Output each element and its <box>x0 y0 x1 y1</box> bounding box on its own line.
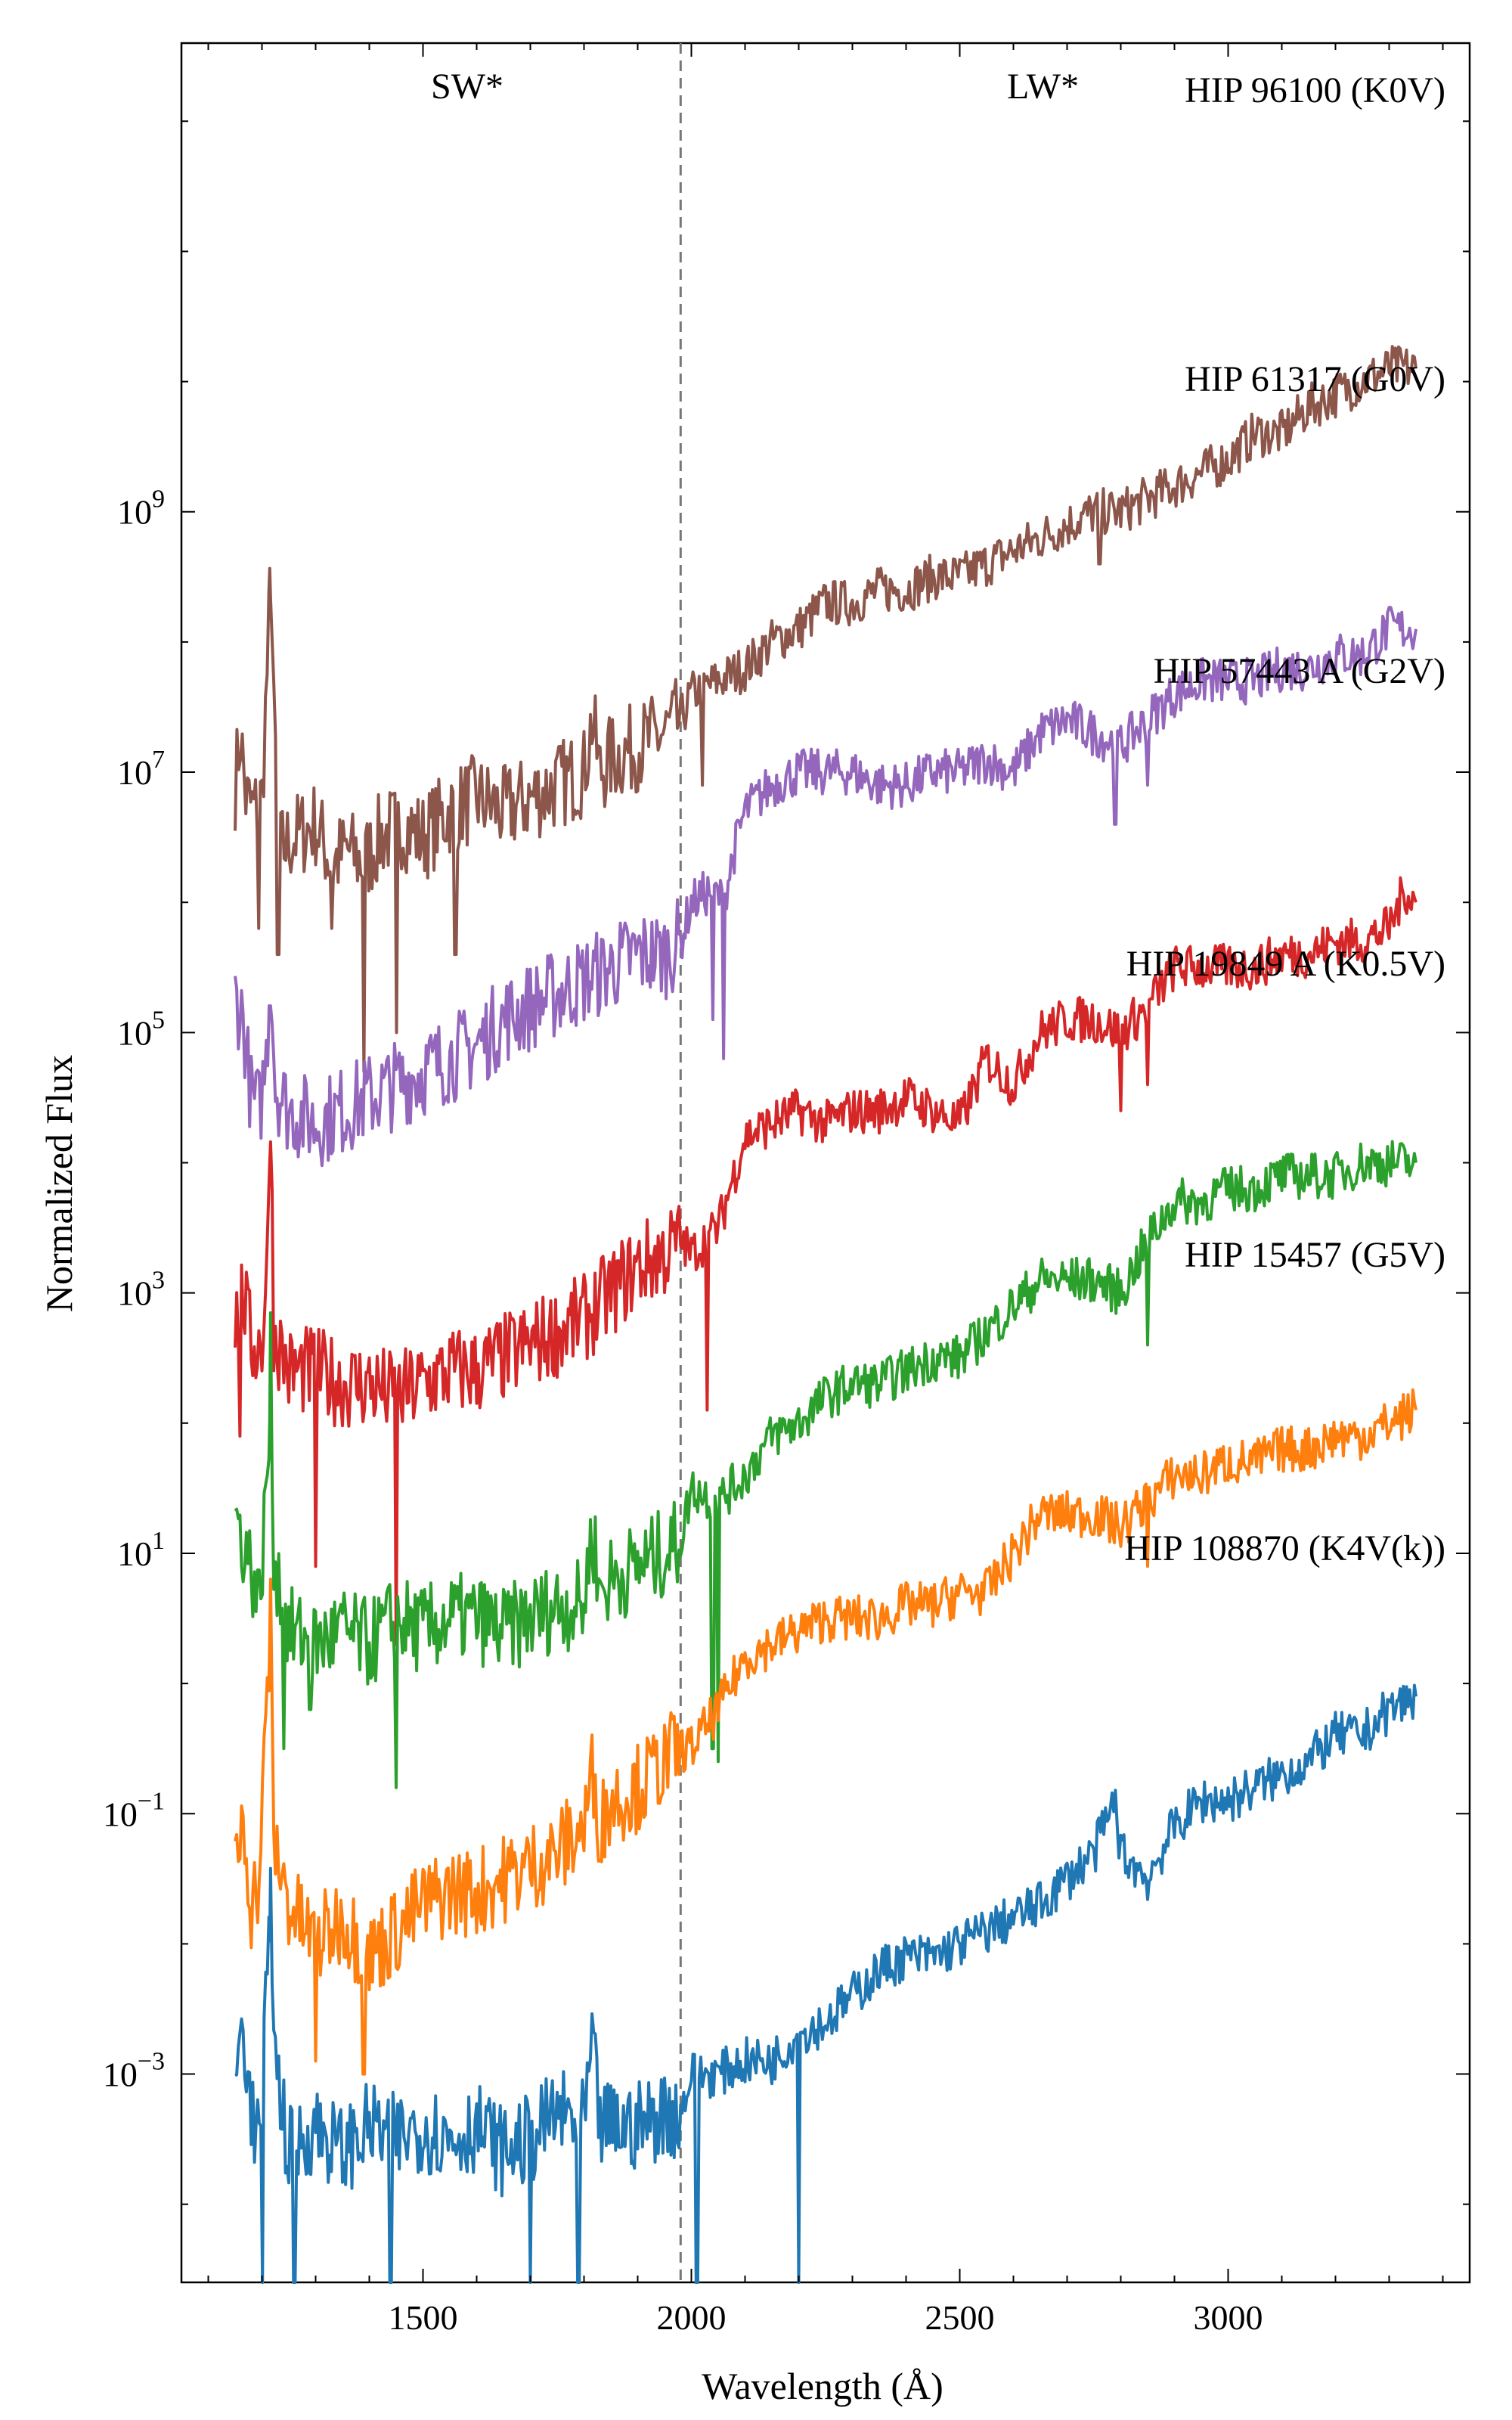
plot-area: HIP 96100 (K0V) HIP 61317 (G0V) HIP 57443 … <box>180 42 1471 2284</box>
series-label-3: HIP 57443 A (G2V) <box>1154 651 1445 691</box>
series-line-4 <box>234 1140 1418 1789</box>
series-line-3 <box>234 876 1418 1646</box>
y-tick-label: 10−1 <box>103 1787 165 1833</box>
y-tick-label: 107 <box>117 746 165 792</box>
series-label-4: HIP 19849 A (K0.5V) <box>1126 944 1445 984</box>
series-line-5 <box>234 1388 1418 2076</box>
y-tick-label: 101 <box>117 1527 165 1573</box>
x-tick-label: 2500 <box>925 2298 995 2337</box>
series-line-1 <box>234 345 1418 1073</box>
series-line-6 <box>234 1683 1418 2284</box>
x-tick-label: 3000 <box>1194 2298 1263 2337</box>
series-label-1: HIP 96100 (K0V) <box>1185 70 1445 110</box>
x-tick-label: 1500 <box>389 2298 458 2337</box>
y-tick-label: 105 <box>117 1006 165 1052</box>
y-tick-label: 10−3 <box>103 2048 165 2094</box>
series-label-6: HIP 108870 (K4V(k)) <box>1124 1528 1445 1568</box>
y-tick-label: 109 <box>117 486 165 532</box>
y-tick-label: 103 <box>117 1267 165 1313</box>
series-label-5: HIP 15457 (G5V) <box>1185 1235 1445 1275</box>
y-axis-label: Normalized Flux <box>38 1055 80 1312</box>
series-label-2: HIP 61317 (G0V) <box>1185 359 1445 399</box>
x-axis-label: Wavelength (Å) <box>702 2365 943 2407</box>
x-axis: 1500 2000 2500 3000 <box>207 43 1444 2337</box>
y-axis: 10−3 10−1 101 103 105 107 109 <box>103 120 1470 2205</box>
region-label-sw: SW* <box>431 67 503 107</box>
region-label-lw: LW* <box>1007 67 1079 107</box>
x-tick-label: 2000 <box>657 2298 727 2337</box>
series-line-2 <box>234 606 1418 1168</box>
